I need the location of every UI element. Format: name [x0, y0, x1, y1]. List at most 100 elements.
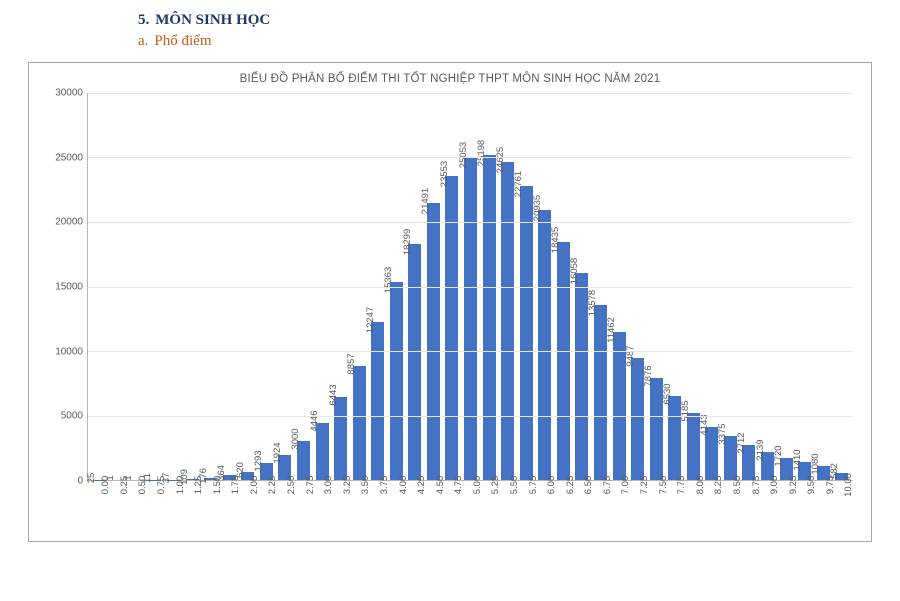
bar: 8857	[353, 366, 366, 480]
x-tick: 8.75	[739, 481, 758, 525]
bar: 22761	[520, 186, 533, 480]
bar: 24625	[501, 162, 514, 480]
heading-5: 5. MÔN SINH HỌC	[138, 12, 880, 29]
y-tick-label: 15000	[55, 282, 83, 293]
chart-area: 050001000015000200002500030000 251111371…	[43, 93, 857, 525]
subheading-letter: a.	[138, 33, 148, 49]
bar-value-label: 3000	[290, 429, 303, 450]
bar: 18299	[408, 244, 421, 480]
y-tick-label: 30000	[55, 88, 83, 99]
bar-value-label: 1410	[792, 449, 805, 470]
chart-title: BIỂU ĐỒ PHÂN BỐ ĐIỂM THI TỐT NGHIỆP THPT…	[43, 73, 857, 85]
x-tick: 7.25	[628, 481, 647, 525]
x-tick: 0.00	[89, 481, 108, 525]
bar-value-label: 2712	[736, 432, 749, 453]
y-tick-label: 20000	[55, 217, 83, 228]
y-tick-label: 0	[77, 476, 83, 487]
x-axis: 0.000.250.500.751.001.251.501.752.002.25…	[87, 481, 853, 525]
bar-value-label: 6443	[328, 384, 341, 405]
x-tick: 9.75	[814, 481, 833, 525]
x-tick-label: 10.00	[841, 473, 854, 497]
y-tick-label: 10000	[55, 346, 83, 357]
grid-line	[88, 287, 853, 288]
x-tick: 3.00	[312, 481, 331, 525]
grid-line	[88, 222, 853, 223]
x-tick: 2.50	[275, 481, 294, 525]
x-tick: 3.50	[349, 481, 368, 525]
bar-value-label: 8857	[346, 353, 359, 374]
bar-value-label: 21491	[420, 188, 433, 214]
bar-value-label: 3375	[717, 424, 730, 445]
y-tick-label: 25000	[55, 152, 83, 163]
bar-value-label: 16058	[569, 258, 582, 284]
bar-value-label: 4143	[699, 414, 712, 435]
x-tick: 9.25	[776, 481, 795, 525]
x-tick: 6.00	[535, 481, 554, 525]
x-tick: 1.25	[182, 481, 201, 525]
heading-title: MÔN SINH HỌC	[155, 12, 270, 28]
x-tick: 8.50	[721, 481, 740, 525]
plot-area: 2511113710917636462012931924300044466443…	[87, 93, 853, 481]
chart-container: BIỂU ĐỒ PHÂN BỐ ĐIỂM THI TỐT NGHIỆP THPT…	[28, 62, 872, 542]
bar-value-label: 9487	[625, 345, 638, 366]
bar-value-label: 1924	[272, 443, 285, 464]
grid-line	[88, 351, 853, 352]
bar-value-label: 1080	[810, 454, 823, 475]
x-tick: 8.00	[684, 481, 703, 525]
bar-value-label: 25053	[458, 142, 471, 168]
x-tick: 0.75	[145, 481, 164, 525]
bar-value-label: 25198	[476, 140, 489, 166]
x-tick: 5.50	[498, 481, 517, 525]
x-tick: 5.00	[461, 481, 480, 525]
x-tick: 0.25	[108, 481, 127, 525]
x-tick: 6.25	[553, 481, 572, 525]
bar-value-label: 13578	[587, 290, 600, 316]
bar: 2712	[742, 445, 755, 480]
bar-value-label: 1720	[773, 445, 786, 466]
heading-number: 5.	[138, 12, 149, 28]
bar-value-label: 24625	[495, 147, 508, 173]
y-axis: 050001000015000200002500030000	[43, 93, 87, 481]
bar: 13578	[594, 305, 607, 480]
x-tick: 2.75	[293, 481, 312, 525]
x-tick: 0.50	[126, 481, 145, 525]
bar-value-label: 22761	[513, 171, 526, 197]
bar-value-label: 5185	[680, 401, 693, 422]
bar-value-label: 1293	[253, 451, 266, 472]
x-tick: 4.75	[442, 481, 461, 525]
bar-value-label: 7876	[643, 366, 656, 387]
x-tick: 5.75	[516, 481, 535, 525]
bar: 4446	[316, 423, 329, 480]
y-tick-label: 5000	[61, 411, 83, 422]
x-tick: 2.25	[256, 481, 275, 525]
bar: 15363	[390, 282, 403, 480]
grid-line	[88, 93, 853, 94]
bar: 18435	[557, 242, 570, 480]
bar-value-label: 15363	[383, 267, 396, 293]
x-tick: 5.25	[479, 481, 498, 525]
x-tick: 4.50	[423, 481, 442, 525]
grid-line	[88, 157, 853, 158]
bar: 3375	[724, 436, 737, 480]
x-tick: 10.00	[832, 481, 851, 525]
bar-value-label: 20935	[532, 195, 545, 221]
subheading-title: Phổ điểm	[154, 33, 211, 49]
bar: 6443	[334, 397, 347, 480]
grid-line	[88, 416, 853, 417]
x-tick: 6.75	[591, 481, 610, 525]
x-tick: 4.25	[405, 481, 424, 525]
bar: 5185	[687, 413, 700, 480]
section-heading: 5. MÔN SINH HỌC a. Phổ điểm	[138, 12, 880, 50]
bar-value-label: 12247	[365, 307, 378, 333]
bar: 7876	[650, 378, 663, 480]
bar: 25053	[464, 157, 477, 480]
bar: 12247	[371, 322, 384, 480]
bar-value-label: 6530	[662, 383, 675, 404]
bar: 3000	[297, 441, 310, 480]
x-tick: 7.00	[609, 481, 628, 525]
bar-value-label: 18435	[550, 227, 563, 253]
x-tick: 7.75	[665, 481, 684, 525]
bar: 25198	[483, 155, 496, 480]
bar-value-label: 18299	[402, 229, 415, 255]
subheading: a. Phổ điểm	[138, 33, 880, 50]
